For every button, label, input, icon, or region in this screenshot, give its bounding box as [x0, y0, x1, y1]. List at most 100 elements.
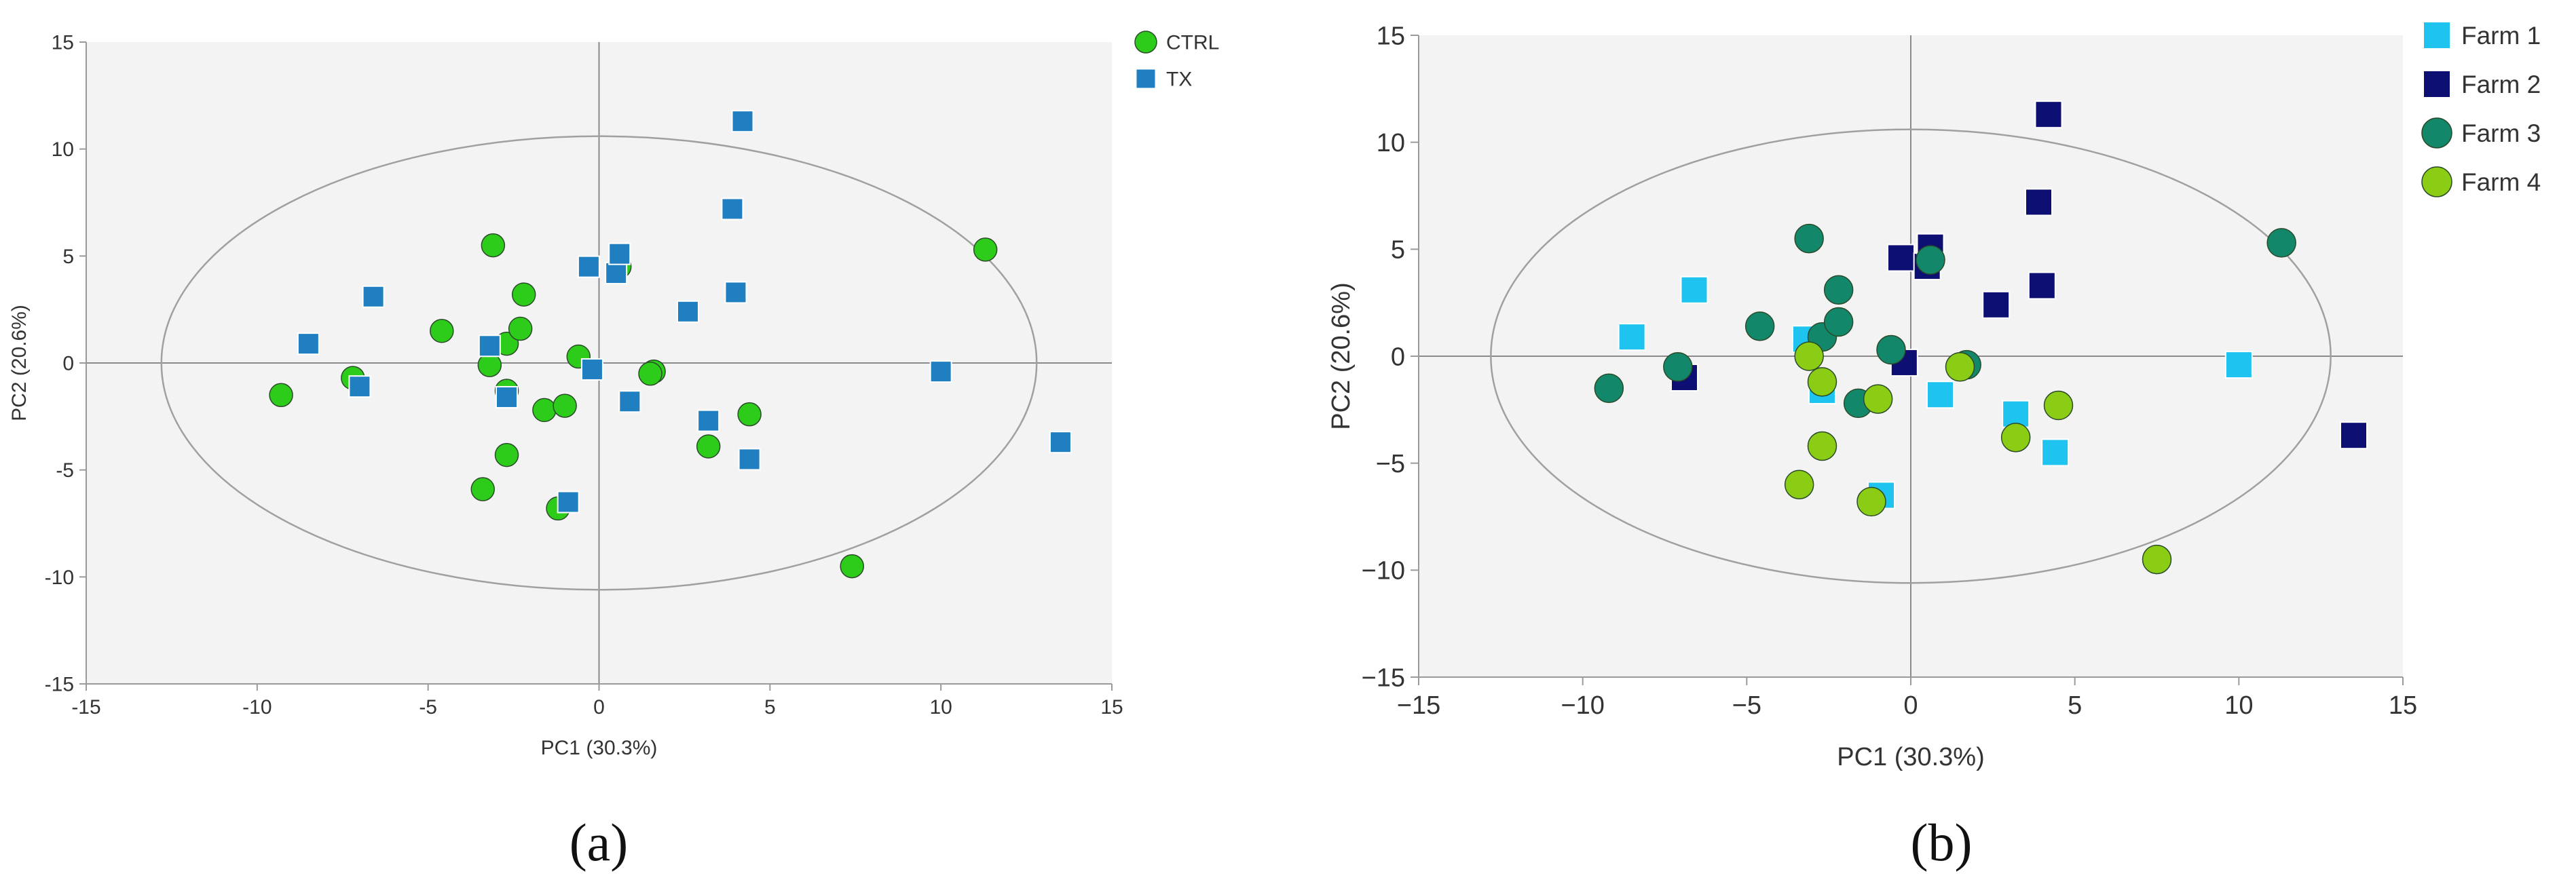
point-farm-2	[2025, 188, 2053, 216]
legend-marker-tx	[1135, 68, 1157, 90]
y-tick-label-b: 5	[1391, 236, 1405, 265]
x-tick-label-a: -10	[242, 696, 272, 718]
point-tx	[738, 448, 761, 471]
confidence-ellipse-a	[160, 135, 1038, 591]
point-tx	[362, 285, 385, 308]
x-tick-label-a: 5	[764, 696, 776, 718]
point-ctrl	[638, 362, 662, 386]
point-tx	[697, 409, 720, 432]
point-farm-3	[1823, 307, 1854, 337]
x-tick-label-b: −15	[1397, 691, 1440, 720]
point-farm-3	[1794, 223, 1824, 254]
point-farm-4	[1856, 486, 1886, 517]
legend-label-farm-3: Farm 3	[2461, 119, 2541, 147]
point-ctrl	[840, 554, 864, 579]
x-tick-label-b: 10	[2224, 691, 2253, 720]
point-farm-1	[2224, 351, 2253, 379]
legend-marker-farm-2	[2423, 70, 2451, 98]
y-tick-label-a: 0	[62, 353, 74, 375]
legend-marker-farm-1	[2423, 21, 2451, 50]
point-tx	[676, 300, 699, 323]
x-tick-label-b: 5	[2068, 691, 2082, 720]
point-tx	[929, 360, 952, 383]
y-tick-label-a: -5	[56, 459, 74, 482]
legend-label-ctrl: CTRL	[1166, 32, 1219, 54]
x-tick-label-a: 0	[593, 696, 605, 718]
point-farm-4	[2142, 544, 2172, 575]
point-farm-4	[1863, 384, 1893, 414]
y-axis-label-a: PC2 (20.6%)	[8, 305, 31, 421]
legend-label-farm-1: Farm 1	[2461, 22, 2541, 50]
x-axis-label-b: PC1 (30.3%)	[1837, 743, 1985, 771]
point-tx	[608, 242, 631, 265]
point-tx	[478, 334, 501, 358]
point-ctrl	[470, 477, 496, 501]
legend-label-farm-4: Farm 4	[2461, 168, 2541, 196]
point-farm-4	[1807, 431, 1837, 461]
point-tx	[580, 358, 603, 381]
y-tick-label-b: 10	[1377, 129, 1405, 157]
point-ctrl	[494, 442, 519, 467]
point-tx	[348, 375, 371, 398]
point-tx	[577, 255, 600, 278]
point-farm-4	[2000, 423, 2031, 453]
point-farm-1	[1618, 323, 1646, 351]
point-ctrl	[481, 233, 506, 258]
x-tick-label-a: 10	[929, 696, 952, 718]
x-tick-label-b: −10	[1561, 691, 1604, 720]
y-tick-label-a: -15	[45, 674, 74, 696]
point-farm-3	[1744, 311, 1775, 341]
legend-b: Farm 1 Farm 2 Farm 3 Farm 4	[2421, 21, 2541, 197]
point-farm-2	[1982, 290, 2011, 319]
point-ctrl	[430, 318, 454, 343]
point-farm-2	[1887, 244, 1915, 272]
legend-marker-farm-3	[2421, 117, 2452, 149]
y-axis-label-b: PC2 (20.6%)	[1327, 282, 1356, 430]
point-farm-4	[1794, 341, 1824, 371]
point-tx	[557, 491, 580, 514]
y-tick-label-a: -10	[45, 567, 74, 589]
point-farm-1	[1680, 275, 1709, 304]
point-ctrl	[269, 383, 293, 408]
point-farm-3	[1823, 275, 1854, 305]
y-tick-label-b: 0	[1391, 343, 1405, 371]
point-tx	[731, 110, 754, 133]
point-ctrl	[532, 398, 557, 423]
y-tick-label-b: −5	[1376, 450, 1405, 478]
panel-a: -15 -10 -5 0 5 10 15 -15 -10 -5 0 5 10 15 PC1 (30.3%)…	[8, 31, 1219, 872]
legend-label-tx: TX	[1166, 69, 1192, 91]
legend-label-farm-2: Farm 2	[2461, 71, 2541, 98]
point-farm-4	[1945, 352, 1975, 382]
point-farm-3	[2266, 228, 2296, 258]
panel-label-a: (a)	[570, 813, 629, 872]
y-tick-label-b: −15	[1362, 664, 1405, 692]
x-tick-label-a: 15	[1100, 696, 1123, 718]
point-farm-1	[1926, 381, 1954, 409]
point-ctrl	[973, 237, 998, 262]
x-tick-label-a: -15	[71, 696, 100, 718]
x-tick-label-b: −5	[1732, 691, 1761, 720]
y-tick-label-b: 15	[1377, 22, 1405, 50]
x-tick-label-a: -5	[419, 696, 437, 718]
point-tx	[605, 262, 628, 285]
legend-marker-farm-4	[2421, 166, 2452, 197]
point-tx	[1049, 431, 1072, 454]
point-tx	[496, 385, 519, 408]
y-tick-label-b: −10	[1362, 557, 1405, 586]
point-farm-3	[1916, 245, 1945, 275]
point-tx	[724, 281, 747, 304]
point-farm-2	[2034, 100, 2063, 129]
point-tx	[297, 332, 320, 356]
point-farm-3	[1876, 334, 1906, 365]
x-axis-label-a: PC1 (30.3%)	[541, 737, 658, 759]
legend-a: CTRL TX	[1134, 31, 1219, 91]
legend-marker-ctrl	[1134, 31, 1157, 54]
x-tick-label-b: 15	[2389, 691, 2417, 720]
point-farm-4	[1784, 469, 1814, 499]
point-ctrl	[737, 402, 762, 427]
point-farm-2	[2028, 271, 2056, 300]
point-farm-4	[1807, 367, 1837, 397]
point-farm-1	[2041, 438, 2070, 467]
point-farm-4	[2043, 390, 2074, 421]
